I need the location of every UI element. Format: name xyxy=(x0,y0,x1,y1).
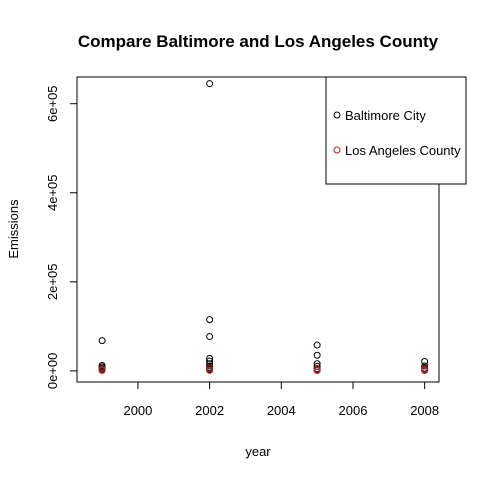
data-point xyxy=(421,358,429,366)
x-axis-label: year xyxy=(245,444,271,459)
data-point xyxy=(421,366,429,374)
data-point xyxy=(206,354,214,362)
x-axis: 2000 2002 2004 2006 2008 xyxy=(123,381,439,418)
legend-label: Baltimore City xyxy=(345,108,426,123)
x-tick-label: 2002 xyxy=(195,403,224,418)
y-tick-label: 2e+05 xyxy=(45,264,60,301)
y-tick-label: 4e+05 xyxy=(45,175,60,212)
data-point xyxy=(206,80,214,88)
y-tick-label: 6e+05 xyxy=(45,85,60,122)
x-tick-label: 2000 xyxy=(123,403,152,418)
legend: Baltimore City Los Angeles County xyxy=(325,76,467,185)
data-point xyxy=(98,366,106,374)
legend-marker xyxy=(333,111,341,119)
legend-label: Los Angeles County xyxy=(345,143,461,158)
chart-title: Compare Baltimore and Los Angeles County xyxy=(78,32,439,51)
x-tick-label: 2006 xyxy=(339,403,368,418)
x-tick-label: 2004 xyxy=(267,403,296,418)
data-point xyxy=(98,337,106,345)
y-axis-label: Emissions xyxy=(6,199,21,259)
data-point xyxy=(313,341,321,349)
legend-box xyxy=(325,76,467,185)
data-point xyxy=(313,351,321,359)
data-point xyxy=(206,357,214,365)
data-point xyxy=(313,362,321,370)
data-point xyxy=(206,366,214,374)
x-tick-label: 2008 xyxy=(410,403,439,418)
data-point xyxy=(421,362,429,370)
y-tick-label: 0e+00 xyxy=(45,353,60,390)
data-point xyxy=(313,367,321,375)
legend-marker xyxy=(333,146,341,154)
y-axis: 0e+00 2e+05 4e+05 6e+05 xyxy=(45,85,78,390)
data-point xyxy=(206,316,214,324)
points-layer xyxy=(98,80,429,375)
data-point xyxy=(206,333,214,341)
